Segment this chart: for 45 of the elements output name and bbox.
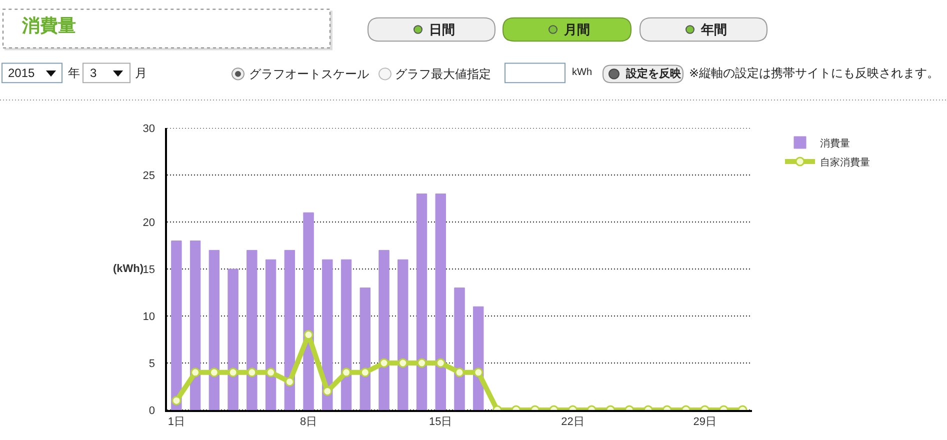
bar (398, 259, 408, 410)
bar (265, 259, 276, 410)
y-tick-label: 30 (142, 122, 156, 135)
chart-title: 消費量 (21, 15, 76, 36)
x-tick-label: 29日 (693, 416, 716, 428)
bar (378, 250, 390, 410)
x-tick-label: 15日 (429, 416, 452, 428)
bar (322, 259, 333, 410)
y-tick-label: 25 (142, 170, 156, 182)
legend-label: 自家消費量 (820, 156, 870, 168)
text: 3 (90, 66, 97, 80)
bar (454, 288, 465, 410)
bar (435, 194, 446, 410)
bar (208, 250, 220, 410)
text: 月 (135, 66, 147, 80)
y-axis-title: (kWh) (113, 263, 144, 275)
bar (360, 288, 370, 410)
y-tick-label: 20 (142, 216, 156, 229)
bar (228, 268, 238, 410)
text: ※縦軸の設定は携帯サイトにも反映されます。 (689, 66, 940, 80)
text: 設定を反映 (625, 67, 682, 80)
bar (416, 194, 428, 410)
bar (284, 250, 296, 410)
x-tick-label: 22日 (561, 416, 584, 428)
text: 日間 (429, 22, 455, 37)
y-tick-label: 0 (148, 404, 156, 417)
y-tick-label: 10 (142, 310, 156, 323)
bar (303, 212, 314, 410)
x-tick-label: 8日 (300, 416, 318, 428)
text: 年 (68, 66, 80, 80)
bar (190, 240, 201, 410)
text: 2015 (8, 66, 36, 80)
legend-label: 消費量 (820, 137, 850, 150)
x-tick-label: 1日 (168, 416, 186, 428)
text: kWh (572, 67, 592, 78)
text: グラフ最大値指定 (395, 67, 491, 81)
text: グラフオートスケール (249, 67, 369, 81)
text: 年間 (700, 22, 727, 37)
bar (171, 240, 182, 410)
bar (246, 250, 258, 410)
text: 月間 (563, 22, 590, 37)
y-tick-label: 5 (148, 358, 156, 370)
bar (473, 306, 484, 410)
bar (340, 259, 352, 410)
y-tick-label: 15 (142, 264, 156, 276)
